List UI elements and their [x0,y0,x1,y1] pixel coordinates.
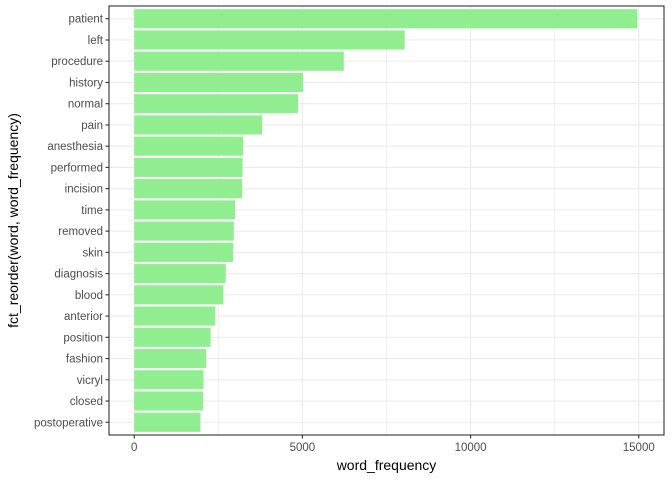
y-tick-label: postoperative [34,417,103,429]
x-axis-title: word_frequency [336,457,437,473]
bar-postoperative [134,412,201,432]
bar-normal [134,94,299,114]
bar-anesthesia [134,136,244,156]
bar-performed [134,157,243,177]
y-tick-label: anesthesia [47,141,103,153]
x-tick-label: 5000 [290,442,316,454]
bar-blood [134,285,224,305]
x-tick-label: 0 [131,442,137,454]
x-tick-label: 10000 [455,442,487,454]
y-tick-label: position [63,332,103,344]
bar-fashion [134,348,207,369]
bar-pain [134,115,263,135]
y-tick-label: blood [75,290,103,302]
x-tick-label: 15000 [623,442,655,454]
y-tick-label: normal [68,99,103,111]
bar-history [134,72,304,93]
y-tick-label: performed [51,162,103,174]
y-axis: patient left procedure history normal pain ane… [34,14,109,429]
y-tick-label: skin [83,247,103,259]
x-axis: 0 5000 10000 15000 [131,435,655,454]
y-tick-label: diagnosis [54,269,103,281]
bar-skin [134,242,234,262]
y-tick-label: time [81,205,103,217]
y-tick-label: anterior [64,311,103,323]
bar-patient [134,9,638,29]
bar-time [134,200,236,220]
bar-incision [134,179,243,199]
bar-procedure [134,51,344,71]
bar-diagnosis [134,264,226,284]
y-tick-label: fashion [66,354,103,366]
bar-position [134,327,211,347]
y-tick-label: left [88,35,104,47]
y-tick-label: pain [81,120,103,132]
y-tick-label: procedure [51,56,103,68]
bars [134,9,638,432]
y-axis-title: fct_reorder(word, word_frequency) [5,113,21,328]
y-tick-label: closed [70,396,103,408]
bar-left [134,30,405,50]
y-tick-label: removed [58,226,103,238]
bar-removed [134,221,234,241]
y-tick-label: history [69,77,103,89]
bar-vicryl [134,370,204,390]
plot-panel-border [108,5,665,436]
y-tick-label: incision [65,184,103,196]
bar-anterior [134,306,216,326]
bar-closed [134,391,204,411]
y-tick-label: patient [68,14,103,26]
y-tick-label: vicryl [77,375,103,387]
